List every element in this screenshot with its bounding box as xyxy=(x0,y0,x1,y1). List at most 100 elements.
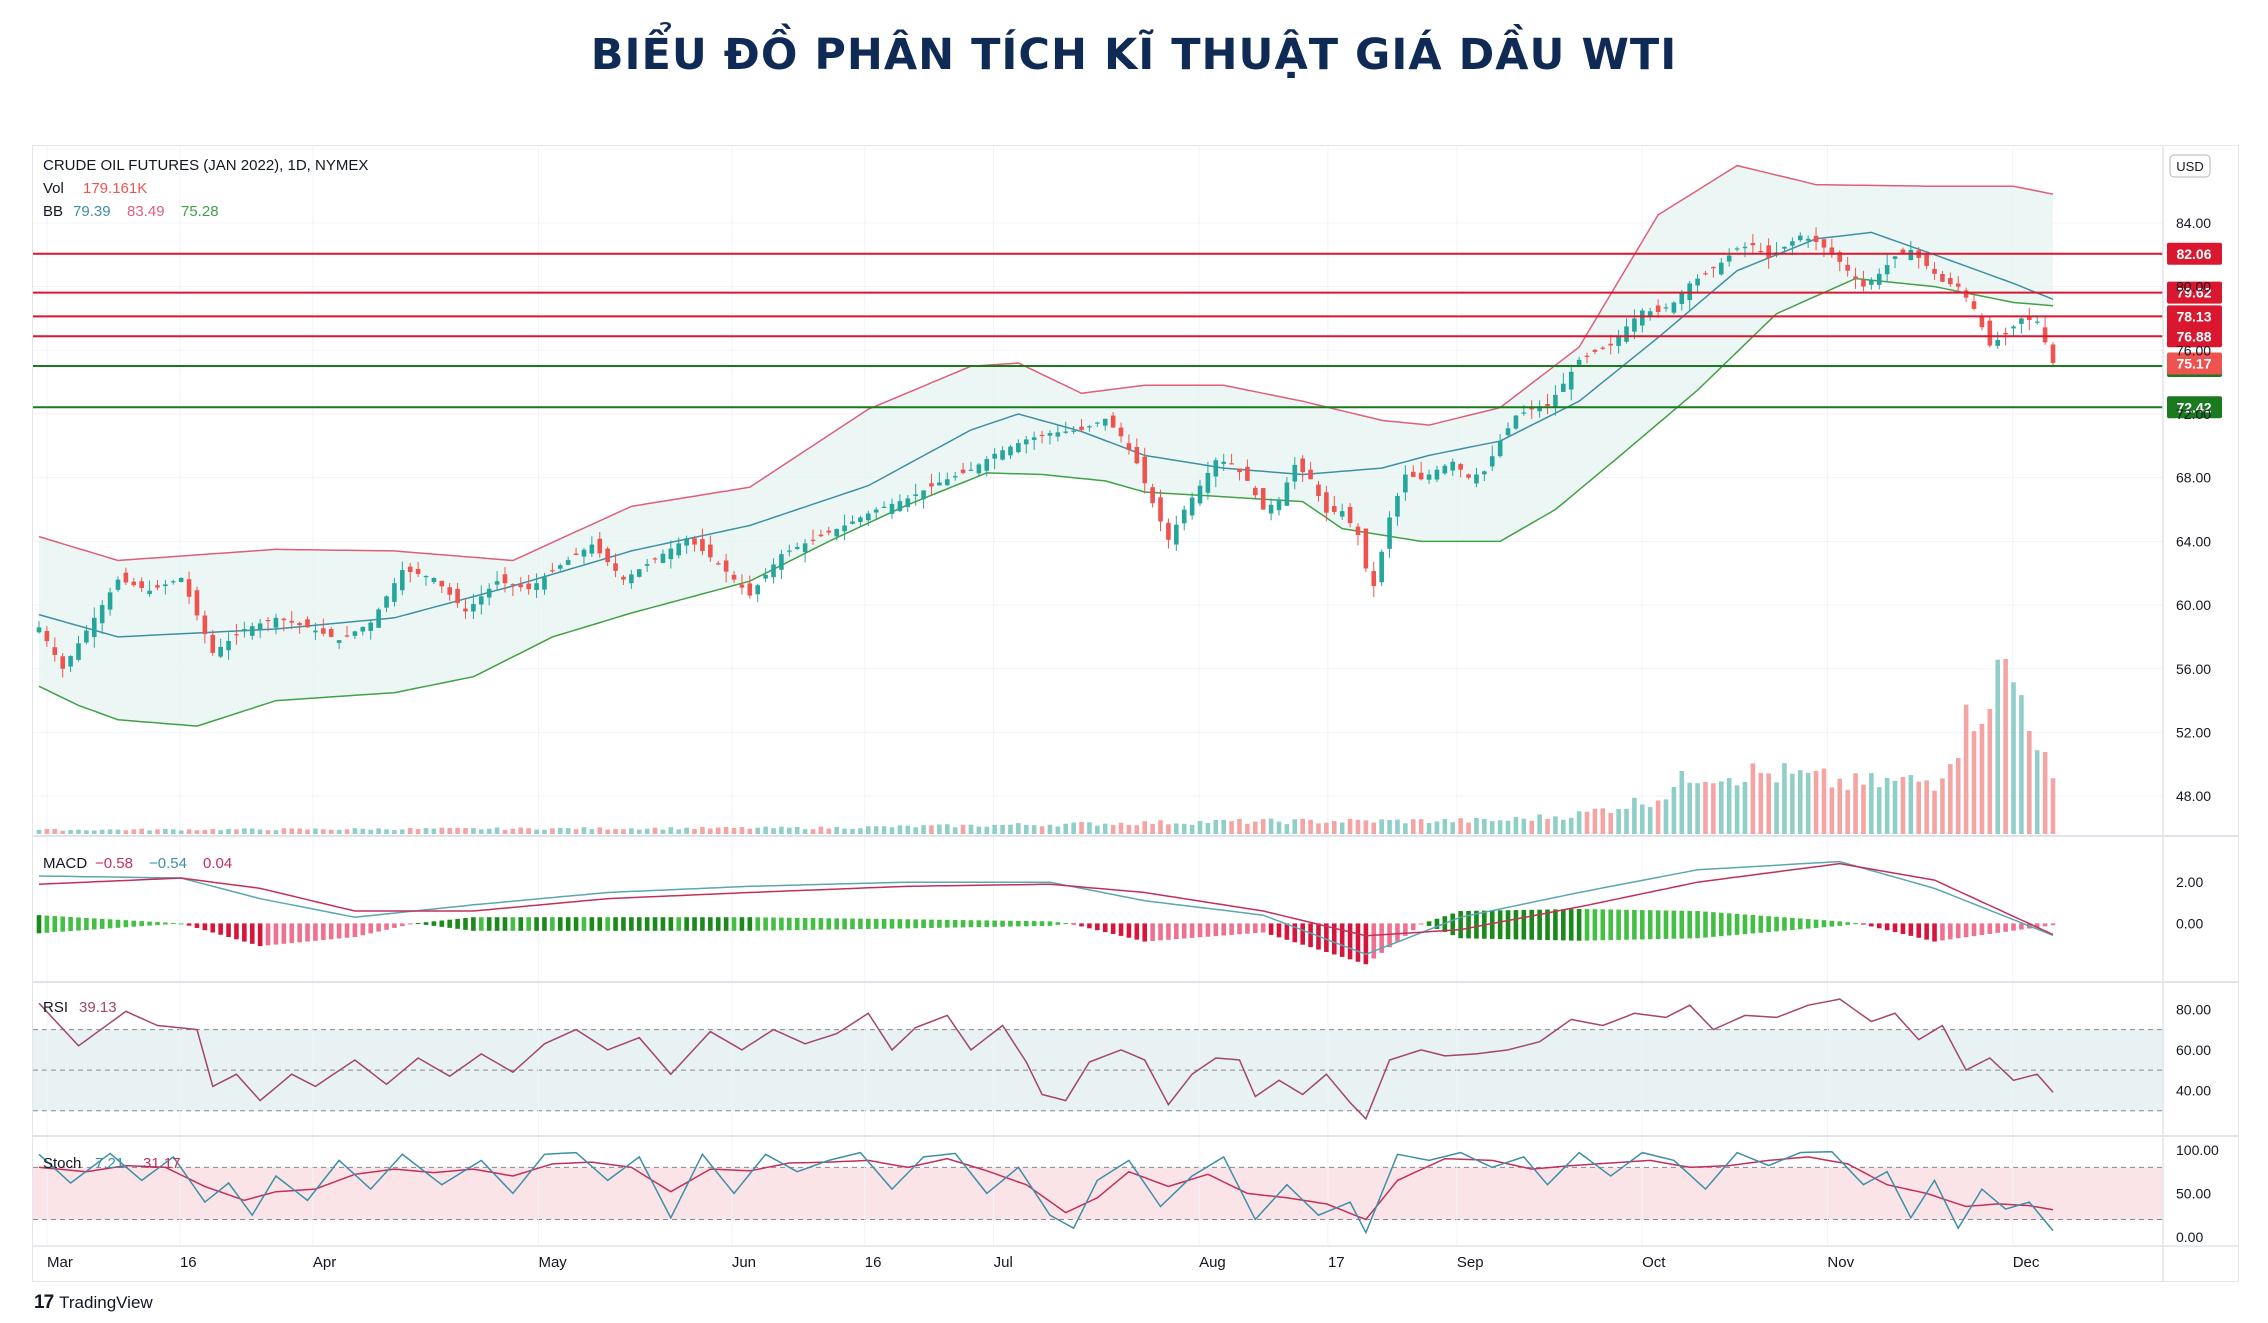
volume-bar xyxy=(257,829,263,834)
macd-histogram-bar xyxy=(1979,923,1985,936)
legend-rsi-label[interactable]: RSI xyxy=(43,999,68,1016)
candle xyxy=(376,607,381,628)
candle xyxy=(1790,237,1795,256)
macd-histogram-bar xyxy=(1410,923,1416,931)
macd-histogram-bar xyxy=(1624,909,1629,940)
macd-histogram-bar xyxy=(1766,916,1771,933)
candle xyxy=(273,613,279,635)
volume-bar xyxy=(1671,786,1677,834)
candle-body xyxy=(605,548,610,563)
macd-histogram-bar xyxy=(1884,923,1890,931)
volume-bar xyxy=(486,828,492,834)
macd-histogram-bar xyxy=(170,922,176,924)
candle-body xyxy=(1387,517,1392,549)
legend-stoch-label[interactable]: Stoch xyxy=(43,1155,81,1172)
candle-body xyxy=(802,543,808,553)
volume-bar xyxy=(1158,820,1163,834)
legend-vol-label[interactable]: Vol xyxy=(43,180,64,197)
volume-bar xyxy=(1529,820,1535,834)
candle-body xyxy=(1979,315,1985,328)
macd-histogram-bar xyxy=(818,918,824,930)
macd-histogram-bar xyxy=(1632,909,1637,940)
candle xyxy=(1750,234,1756,253)
volume-bar xyxy=(810,829,816,834)
legend-macd-label[interactable]: MACD xyxy=(43,855,87,872)
macd-histogram-bar xyxy=(431,921,437,926)
candle-body xyxy=(613,563,618,571)
time-label-17: 17 xyxy=(1328,1254,1345,1271)
macd-histogram-bar xyxy=(423,922,429,925)
legend-bb-label[interactable]: BB xyxy=(43,203,63,220)
candle-body xyxy=(542,577,547,590)
macd-histogram-bar xyxy=(944,919,950,928)
volume-bar xyxy=(234,829,239,834)
candle xyxy=(1513,414,1519,430)
tradingview-logo[interactable]: 17 TradingView xyxy=(34,1292,153,1314)
macd-histogram-bar xyxy=(1174,923,1179,940)
candle-body xyxy=(1142,456,1148,484)
candle xyxy=(1584,352,1590,364)
candle xyxy=(1347,503,1353,528)
legend-symbol[interactable]: CRUDE OIL FUTURES (JAN 2022), 1D, NYMEX xyxy=(43,157,368,174)
candle-body xyxy=(281,618,287,621)
candle-body xyxy=(1845,264,1850,271)
volume-bar xyxy=(1640,804,1645,834)
candle xyxy=(715,560,721,566)
pane-separators xyxy=(33,146,2238,1281)
candle xyxy=(1474,467,1479,488)
volume-bar xyxy=(186,829,192,834)
time-label-Mar: Mar xyxy=(47,1254,73,1271)
candle xyxy=(1039,430,1045,444)
bb-mid-line xyxy=(38,231,2054,638)
candle xyxy=(526,574,531,595)
candle-body xyxy=(652,558,658,560)
candle xyxy=(952,471,958,481)
volume-bar xyxy=(1932,790,1937,834)
macd-histogram-bar xyxy=(226,923,231,938)
candle-body xyxy=(1568,371,1574,390)
candle xyxy=(1142,447,1148,494)
macd-histogram-bar xyxy=(1592,909,1598,941)
candle xyxy=(265,617,271,632)
macd-histogram-bar xyxy=(52,916,58,933)
candle xyxy=(550,562,555,573)
candle xyxy=(644,558,650,572)
macd-histogram-bar xyxy=(937,919,942,928)
candle xyxy=(613,553,618,578)
candle xyxy=(1316,480,1321,502)
candle-body xyxy=(881,506,887,508)
volume-bar xyxy=(1474,817,1479,834)
volume-bar xyxy=(1837,778,1843,834)
macd-histogram-bar xyxy=(1687,910,1692,939)
candle-body xyxy=(155,585,160,588)
candle-body xyxy=(313,630,318,633)
macd-histogram-bar xyxy=(1561,909,1566,941)
candle-body xyxy=(1876,273,1882,285)
candle-body xyxy=(463,608,468,612)
macd-histogram-bar xyxy=(1403,923,1408,936)
macd-histogram-bar xyxy=(1971,923,1977,937)
macd-histogram-bar xyxy=(328,923,334,940)
candle xyxy=(708,535,713,562)
stoch-k-line xyxy=(38,1150,2054,1235)
macd-histogram-bar xyxy=(644,917,650,931)
candle xyxy=(1150,483,1155,508)
volume-bar xyxy=(273,830,279,834)
candle-body xyxy=(1963,290,1969,298)
macd-histogram-bar xyxy=(1916,923,1922,938)
currency-badge[interactable]: USD xyxy=(2169,154,2211,178)
candle-body xyxy=(1521,412,1527,414)
macd-histogram-bar xyxy=(163,922,168,925)
candle-body xyxy=(850,521,855,524)
volume-bar xyxy=(1316,823,1321,834)
candle xyxy=(139,577,144,592)
candle-body xyxy=(629,574,634,584)
macd-histogram-bar xyxy=(99,918,105,929)
candle-body xyxy=(565,560,571,565)
candle xyxy=(1616,329,1621,354)
candle xyxy=(471,593,476,620)
macd-histogram-bar xyxy=(1466,910,1471,939)
candle xyxy=(1797,232,1803,242)
